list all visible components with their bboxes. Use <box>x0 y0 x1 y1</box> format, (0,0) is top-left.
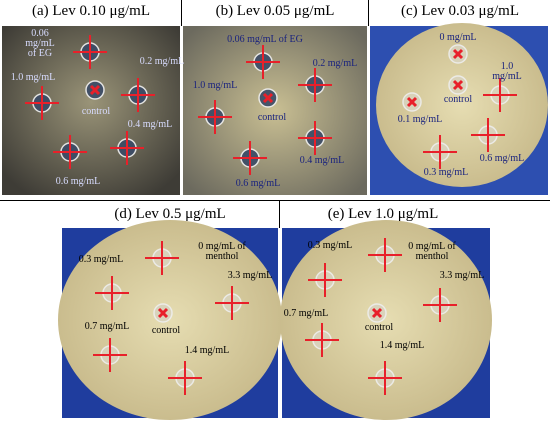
well-label: 1.0 mg/mL <box>192 80 238 91</box>
well-label: 1.4 mg/mL <box>184 345 230 356</box>
dish-d <box>58 220 282 420</box>
well-label: 0.3 mg/mL <box>307 240 353 251</box>
panel-title: (c) Lev 0.03 μg/mL <box>400 3 520 19</box>
x-mark <box>157 307 169 319</box>
well-label: 1.0 mg/mL <box>492 61 522 82</box>
well-label: 0.4 mg/mL <box>299 155 345 166</box>
well-label: 0.3 mg/mL <box>423 167 469 178</box>
panel-title: (e) Lev 1.0 μg/mL <box>327 206 439 222</box>
dish-e <box>280 220 492 420</box>
well-label: 0.3 mg/mL <box>78 254 124 265</box>
well-label: 0.06 mg/mL of EG <box>227 34 303 45</box>
well-label: 0.6 mg/mL <box>55 176 101 187</box>
panel-title: (d) Lev 0.5 μg/mL <box>114 206 226 222</box>
well-label: 0.4 mg/mL <box>127 119 173 130</box>
well-label: 0.7 mg/mL <box>84 321 130 332</box>
x-mark <box>371 307 383 319</box>
well-label: control <box>151 325 181 336</box>
well-label: control <box>81 106 111 117</box>
well-label: 3.3 mg/mL <box>439 270 485 281</box>
x-mark <box>89 84 101 96</box>
well-label: control <box>364 322 394 333</box>
well-label: control <box>257 112 287 123</box>
well-label: 0.7 mg/mL <box>283 308 329 319</box>
well-label: 0.6 mg/mL <box>235 178 281 189</box>
x-mark <box>406 96 418 108</box>
panel-title: (b) Lev 0.05 μg/mL <box>215 3 335 19</box>
well-label: 3.3 mg/mL <box>227 270 273 281</box>
well-label: 0 mg/mL of menthol <box>408 241 456 262</box>
well-label: 1.4 mg/mL <box>379 340 425 351</box>
dish-c <box>376 23 548 187</box>
well-label: 0 mg/mL <box>439 32 477 43</box>
well-label: 0.06 mg/mL of EG <box>25 28 55 59</box>
well-label: control <box>443 94 473 105</box>
well-label: 0.2 mg/mL <box>312 58 358 69</box>
x-mark <box>452 48 464 60</box>
x-mark <box>262 92 274 104</box>
x-mark <box>452 79 464 91</box>
well-label: 0.1 mg/mL <box>397 114 443 125</box>
well-label: 0.6 mg/mL <box>479 153 525 164</box>
panel-title: (a) Lev 0.10 μg/mL <box>31 3 151 19</box>
well-label: 1.0 mg/mL <box>10 72 56 83</box>
well-label: 0 mg/mL of menthol <box>198 241 246 262</box>
well-label: 0.2 mg/mL <box>139 56 185 67</box>
